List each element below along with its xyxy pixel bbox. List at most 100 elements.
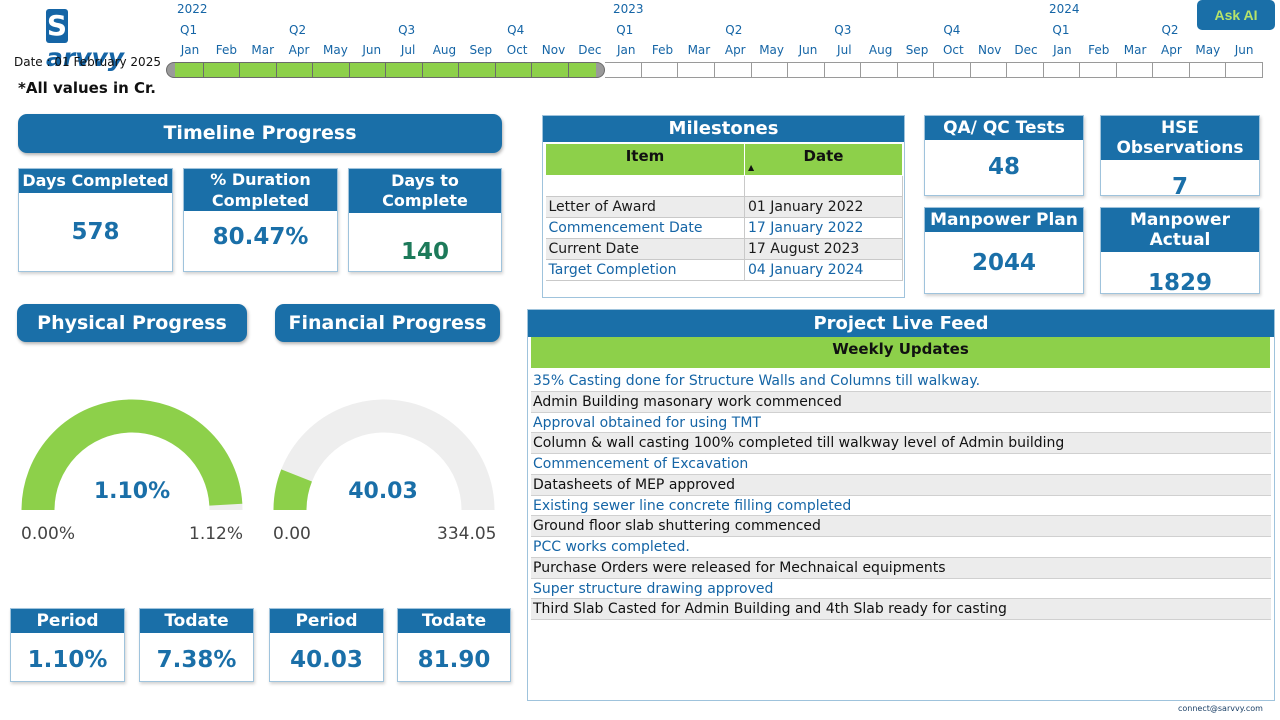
timeline-month-cell	[1189, 62, 1227, 78]
timeline-month: Dec	[1014, 43, 1038, 57]
brand-logo: Sarvvy	[46, 4, 130, 72]
milestone-row: Current Date 17 August 2023	[545, 238, 903, 260]
days-to-complete-value: 140	[400, 239, 449, 265]
timeline-quarter: Q3	[398, 23, 416, 37]
milestones-col-item[interactable]: Item	[545, 143, 745, 176]
financial-gauge-max: 334.05	[437, 524, 497, 544]
feed-item: Admin Building masonary work commenced	[531, 391, 1271, 413]
timeline-month-cell	[934, 62, 971, 78]
feed-item: PCC works completed.	[531, 537, 1271, 558]
feed-item: Commencement of Excavation	[531, 454, 1271, 475]
timeline-year-2023: 2023	[613, 2, 644, 16]
manpower-actual-label: Manpower Actual	[1101, 208, 1259, 252]
qa-qc-tests-label: QA/ QC Tests	[925, 116, 1083, 140]
timeline-quarter: Q1	[180, 23, 198, 37]
timeline-month-cell	[459, 62, 496, 78]
values-note: *All values in Cr.	[18, 79, 157, 97]
timeline-month-cell	[313, 62, 350, 78]
timeline-month: Aug	[432, 43, 457, 57]
logo-mark: S	[46, 9, 68, 43]
duration-completed-label: % Duration Completed	[184, 169, 337, 211]
feed-item: Column & wall casting 100% completed til…	[531, 433, 1271, 454]
milestones-table: Item Date ▲ Letter of Award 01 January 202…	[545, 143, 903, 281]
feed-item: Datasheets of MEP approved	[531, 474, 1271, 496]
timeline-month: Apr	[1161, 43, 1182, 57]
timeline-month-cell	[788, 62, 825, 78]
timeline-quarter: Q3	[834, 23, 852, 37]
timeline-month-cell	[349, 62, 387, 78]
timeline-month: Jul	[400, 43, 416, 57]
milestone-row: Target Completion 04 January 2024	[545, 259, 903, 281]
timeline-month-cell	[897, 62, 935, 78]
timeline-month: Mar	[251, 43, 274, 57]
timeline-quarter: Q4	[943, 23, 961, 37]
project-live-feed: Project Live Feed Weekly Updates 35% Cas…	[527, 309, 1275, 701]
logo-wordmark: arvvy	[46, 43, 125, 72]
timeline-month-cell	[751, 62, 789, 78]
timeline-month-cell	[386, 62, 423, 78]
financial-gauge-fill	[273, 469, 313, 511]
timeline-month-cell	[495, 62, 533, 78]
duration-completed-value: 80.47%	[212, 224, 309, 250]
days-completed-card: Days Completed 578	[18, 168, 173, 272]
timeline-month: Mar	[1123, 43, 1147, 57]
timeline-month-cell	[824, 62, 862, 78]
timeline-month-cell	[240, 62, 277, 78]
timeline-month: Sep	[905, 43, 929, 57]
milestones-col-date[interactable]: Date ▲	[744, 143, 903, 176]
milestone-row: Letter of Award 01 January 2022	[545, 196, 903, 218]
timeline-month-cell	[678, 62, 715, 78]
timeline-month: Jun	[798, 43, 818, 57]
manpower-plan-value: 2044	[971, 250, 1036, 276]
timeline-month: Feb	[1088, 43, 1110, 57]
timeline-month-cell	[1226, 62, 1263, 78]
physical-gauge-max: 1.12%	[189, 524, 244, 544]
manpower-plan-card: Manpower Plan 2044	[924, 207, 1084, 294]
sort-asc-icon: ▲	[748, 163, 755, 172]
timeline-month: Jan	[616, 43, 636, 57]
timeline-quarter: Q4	[507, 23, 525, 37]
timeline-month: Dec	[578, 43, 602, 57]
timeline-month-cell	[568, 62, 606, 78]
timeline-month-cell	[641, 62, 679, 78]
physical-period-value: 1.10%	[27, 647, 108, 673]
feed-subtitle: Weekly Updates	[531, 337, 1270, 368]
feed-title: Project Live Feed	[528, 310, 1274, 337]
days-to-complete-card: Days to Complete 140	[348, 168, 502, 272]
timeline-quarter: Q2	[725, 23, 743, 37]
ask-ai-button[interactable]: Ask AI	[1197, 0, 1275, 30]
physical-todate-value: 7.38%	[156, 647, 237, 673]
days-completed-label: Days Completed	[19, 169, 172, 193]
feed-item: Existing sewer line concrete filling com…	[531, 495, 1271, 517]
timeline-month-cell	[714, 62, 752, 78]
timeline-month-cell	[1043, 62, 1081, 78]
feed-item: Approval obtained for using TMT	[531, 412, 1271, 434]
hse-observations-card: HSE Observations 7	[1100, 115, 1260, 200]
timeline-quarter: Q2	[1161, 23, 1179, 37]
timeline-month: May	[759, 43, 784, 57]
feed-item: Purchase Orders were released for Mechna…	[531, 557, 1271, 579]
timeline-month-cell	[276, 62, 314, 78]
physical-period-label: Period	[11, 609, 124, 633]
physical-gauge-min: 0.00%	[21, 524, 76, 544]
duration-completed-card: % Duration Completed 80.47%	[183, 168, 338, 272]
physical-gauge-fill	[21, 399, 243, 511]
feed-list[interactable]: 35% Casting done for Structure Walls and…	[531, 371, 1271, 620]
timeline-month-cell	[532, 62, 569, 78]
days-completed-value: 578	[71, 219, 120, 245]
timeline-month-cell	[1116, 62, 1154, 78]
timeline-year-2022: 2022	[177, 2, 208, 16]
timeline-month-cell	[861, 62, 898, 78]
timeline-month: Jun	[1234, 43, 1254, 57]
contact-email[interactable]: connect@sarvvy.com	[1178, 704, 1263, 713]
timeline-month-cell	[166, 62, 204, 78]
timeline-month-cell	[422, 62, 460, 78]
feed-item: Ground floor slab shuttering commenced	[531, 516, 1271, 537]
timeline-month: Sep	[469, 43, 493, 57]
timeline-month: Jan	[180, 43, 200, 57]
timeline-month: May	[1195, 43, 1221, 57]
physical-progress-title: Physical Progress	[17, 304, 247, 342]
timeline-month: May	[322, 43, 348, 57]
manpower-actual-card: Manpower Actual 1829	[1100, 207, 1260, 296]
physical-todate-card: Todate 7.38%	[139, 608, 254, 682]
